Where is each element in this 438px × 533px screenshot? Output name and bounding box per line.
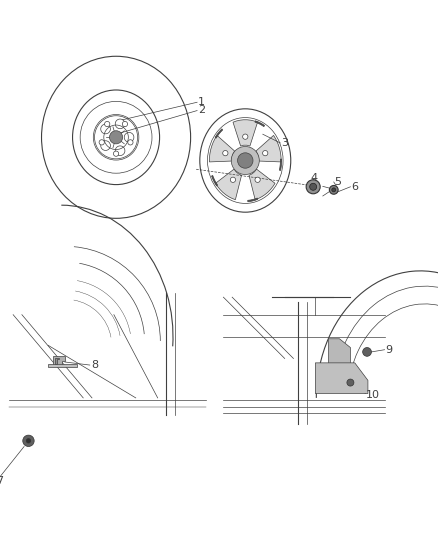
Polygon shape xyxy=(212,175,218,186)
Circle shape xyxy=(99,140,104,145)
Circle shape xyxy=(223,150,228,156)
Polygon shape xyxy=(215,169,241,200)
Circle shape xyxy=(110,131,123,144)
Text: 9: 9 xyxy=(385,345,392,355)
Circle shape xyxy=(347,379,354,386)
Circle shape xyxy=(237,153,253,168)
Text: 10: 10 xyxy=(366,390,380,400)
Polygon shape xyxy=(233,120,258,146)
Polygon shape xyxy=(209,135,235,162)
Text: 1: 1 xyxy=(198,97,205,107)
Circle shape xyxy=(263,150,268,156)
Polygon shape xyxy=(256,135,281,162)
Polygon shape xyxy=(328,339,350,372)
Polygon shape xyxy=(248,198,258,202)
Circle shape xyxy=(113,151,119,156)
Circle shape xyxy=(255,177,260,182)
Circle shape xyxy=(230,177,236,182)
Text: 6: 6 xyxy=(351,182,358,192)
Polygon shape xyxy=(215,129,223,138)
Text: 5: 5 xyxy=(335,176,342,187)
Text: 2: 2 xyxy=(198,105,205,115)
Polygon shape xyxy=(55,358,59,364)
Text: 8: 8 xyxy=(91,360,98,370)
Polygon shape xyxy=(249,169,275,200)
Circle shape xyxy=(310,183,317,190)
Polygon shape xyxy=(255,121,265,127)
Circle shape xyxy=(231,147,259,174)
Circle shape xyxy=(122,122,127,127)
Text: 7: 7 xyxy=(0,476,4,486)
Polygon shape xyxy=(279,159,282,171)
Text: 4: 4 xyxy=(311,173,318,183)
Text: 3: 3 xyxy=(282,138,289,148)
Circle shape xyxy=(128,140,133,145)
Circle shape xyxy=(363,348,371,356)
Polygon shape xyxy=(53,356,65,365)
Polygon shape xyxy=(315,363,368,393)
Circle shape xyxy=(332,188,336,192)
Circle shape xyxy=(26,439,31,443)
Circle shape xyxy=(306,180,320,194)
Circle shape xyxy=(23,435,34,447)
Circle shape xyxy=(105,122,110,127)
Circle shape xyxy=(243,134,248,139)
Polygon shape xyxy=(48,364,77,367)
Circle shape xyxy=(329,185,338,194)
